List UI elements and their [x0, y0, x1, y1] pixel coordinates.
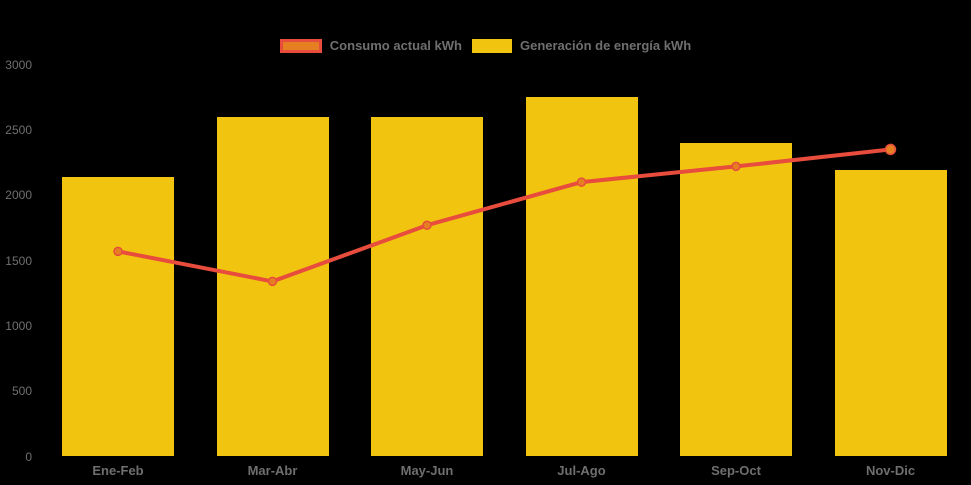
line-point-Jul-Ago	[576, 177, 587, 187]
bar-Sep-Oct	[680, 142, 792, 457]
line-point-Sep-Oct	[731, 161, 741, 172]
consumption-line	[116, 147, 893, 284]
bar-Ene-Feb	[62, 176, 174, 457]
x-axis-label-Nov-Dic: Nov-Dic	[865, 463, 916, 478]
bar-series-swatch-icon	[471, 38, 512, 53]
bar-Nov-Dic	[834, 170, 947, 457]
line-series-swatch-icon	[279, 38, 322, 53]
y-axis-tick-label: 1500	[5, 253, 32, 268]
line-point-Ene-Feb	[113, 246, 123, 257]
line-point-May-Jun	[422, 220, 432, 230]
line-point-Mar-Abr	[267, 276, 278, 287]
x-axis-label-Ene-Feb: Ene-Feb	[92, 463, 144, 478]
y-axis-tick-label: 500	[11, 384, 32, 399]
x-axis-label-Sep-Oct: Sep-Oct	[711, 463, 761, 478]
legend-item-consumo[interactable]: Consumo actual kWh	[279, 38, 462, 53]
y-axis-tick-label: 0	[25, 449, 32, 464]
legend-label-consumo: Consumo actual kWh	[329, 38, 462, 53]
legend-item-generacion[interactable]: Generación de energía kWh	[471, 38, 692, 53]
line-point-Nov-Dic	[884, 143, 897, 156]
x-axis-label-Mar-Abr: Mar-Abr	[247, 463, 298, 478]
y-axis-tick-label: 2000	[5, 188, 32, 203]
legend-label-generacion: Generación de energía kWh	[519, 38, 692, 53]
y-axis-tick-label: 2500	[5, 122, 32, 137]
y-axis-tick-label: 1000	[5, 318, 32, 333]
bar-May-Jun	[371, 116, 483, 457]
legend: Consumo actual kWh Generación de energía…	[0, 38, 971, 53]
x-axis-label-May-Jun: May-Jun	[400, 463, 454, 478]
y-axis-tick-label: 3000	[5, 57, 32, 72]
bar-Jul-Ago	[525, 97, 638, 457]
x-axis-label-Jul-Ago: Jul-Ago	[557, 463, 606, 478]
bar-Mar-Abr	[216, 116, 329, 457]
